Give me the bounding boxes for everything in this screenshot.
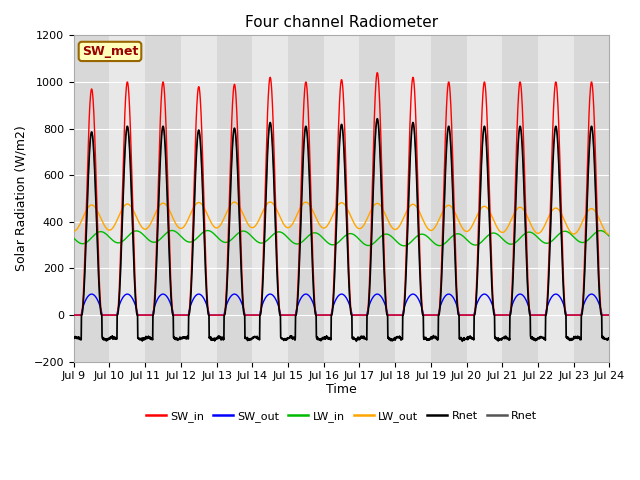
LW_out [70,228,77,234]
Bar [360,36,395,362]
Bar [502,36,538,362]
Line: LW_in: LW_in [74,230,609,246]
Rnet [373,116,381,121]
Rnet [220,336,227,341]
SW_out [559,298,566,304]
SW_in [573,312,581,318]
LW_in [573,238,581,243]
Bar [109,36,145,362]
Bar [181,36,216,362]
Bar [74,36,109,362]
Bar [145,36,181,362]
Bar [467,36,502,362]
Rnet [369,208,376,214]
Bar [252,36,288,362]
SW_out [88,291,95,297]
SW_out [605,312,613,318]
Line: SW_out: SW_out [74,294,609,315]
Bar [216,36,252,362]
Line: SW_in: SW_in [74,72,609,315]
SW_in [373,70,381,75]
LW_out [573,229,581,235]
LW_in [168,228,176,233]
LW_in [498,235,506,240]
SW_in [497,312,505,318]
Title: Four channel Radiometer: Four channel Radiometer [245,15,438,30]
Bar [538,36,573,362]
Line: Rnet: Rnet [74,119,609,341]
LW_in [369,241,376,247]
LW_out [220,217,227,223]
LW_in [220,239,227,245]
Rnet [498,337,506,343]
Legend: SW_in, SW_out, LW_in, LW_out, Rnet, Rnet: SW_in, SW_out, LW_in, LW_out, Rnet, Rnet [141,407,542,426]
LW_out [266,199,274,205]
Line: LW_out: LW_out [74,202,609,234]
LW_in [400,243,408,249]
Rnet [573,336,581,341]
Rnet [458,338,466,344]
Bar [431,36,467,362]
SW_in [357,312,365,318]
SW_out [573,312,581,318]
Rnet [357,335,365,340]
SW_in [70,312,77,318]
Rnet [559,265,566,271]
LW_in [357,239,365,244]
X-axis label: Time: Time [326,383,357,396]
SW_out [497,312,505,318]
Rnet [373,116,381,122]
Rnet [369,209,376,215]
Rnet [559,265,566,271]
SW_in [220,312,227,318]
SW_in [559,239,566,244]
LW_out [357,225,365,231]
LW_in [559,229,566,235]
SW_out [70,312,77,318]
Bar [573,36,609,362]
Bar [395,36,431,362]
LW_in [70,235,77,241]
LW_out [369,204,376,210]
LW_out [559,213,566,218]
Bar [324,36,360,362]
Y-axis label: Solar Radiation (W/m2): Solar Radiation (W/m2) [15,126,28,271]
SW_out [357,312,365,318]
Rnet [70,335,77,341]
Rnet [605,336,613,341]
Line: Rnet: Rnet [74,119,609,342]
Bar [288,36,324,362]
SW_out [369,295,376,300]
Text: SW_met: SW_met [82,45,138,58]
Rnet [573,336,581,342]
Rnet [605,335,613,341]
Rnet [357,334,365,340]
Rnet [458,339,466,345]
SW_in [369,178,376,184]
SW_out [220,312,227,318]
Rnet [220,335,227,341]
Rnet [498,337,506,343]
Rnet [70,336,77,341]
LW_in [605,233,613,239]
LW_out [497,229,505,235]
SW_in [605,312,613,318]
LW_out [605,231,613,237]
